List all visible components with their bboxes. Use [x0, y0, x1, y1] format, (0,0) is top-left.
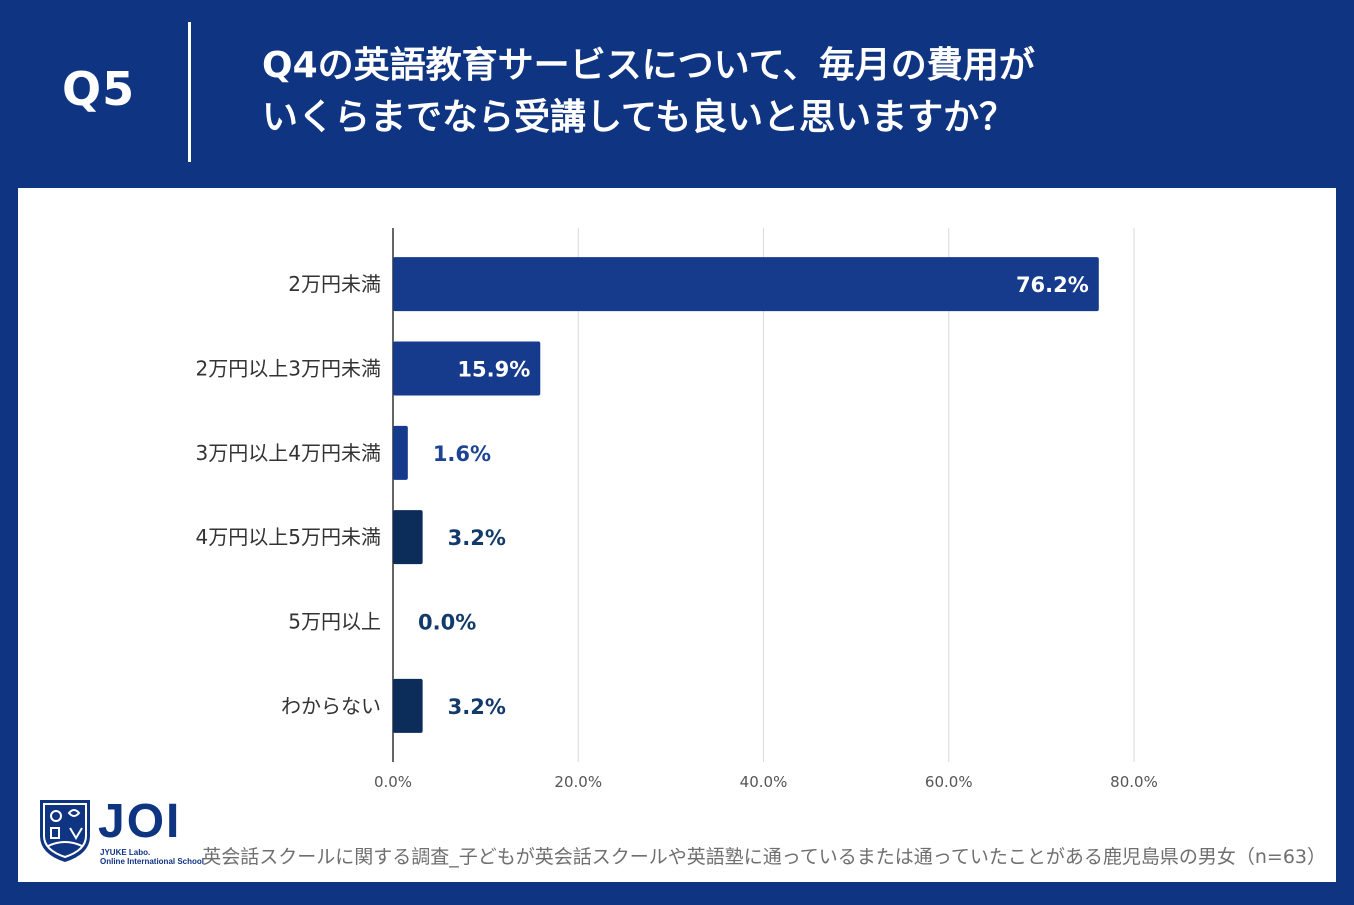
x-tick-label: 80.0% — [1110, 773, 1158, 791]
question-line-1: Q4の英語教育サービスについて、毎月の費用が — [262, 45, 1035, 86]
data-label: 3.2% — [448, 695, 506, 719]
bar-chart: 0.0% 20.0% 40.0% 60.0% 80.0% 2万円未満 76.2% 2万円以上3… — [196, 228, 1158, 791]
header-divider — [188, 22, 191, 162]
data-label: 15.9% — [457, 358, 530, 382]
bar — [393, 341, 541, 396]
x-tick-label: 20.0% — [554, 773, 602, 791]
bar — [393, 510, 423, 565]
category-label: わからない — [281, 694, 381, 718]
category-label: 2万円未満 — [288, 272, 381, 296]
bar — [393, 678, 423, 733]
x-tick-label: 40.0% — [740, 773, 788, 791]
logo-wordmark: JOI — [98, 795, 182, 848]
joi-logo: JOI JYUKE Labo. Online International Sch… — [36, 795, 226, 868]
data-label: 3.2% — [448, 526, 506, 550]
question-text: Q4の英語教育サービスについて、毎月の費用が いくらまでなら受講しても良いと思い… — [262, 40, 1322, 144]
chart-panel: 0.0% 20.0% 40.0% 60.0% 80.0% 2万円未満 76.2% 2万円以上3… — [18, 188, 1336, 882]
question-line-2: いくらまでなら受講しても良いと思いますか？ — [262, 97, 1016, 138]
header: Q5 Q4の英語教育サービスについて、毎月の費用が いくらまでなら受講しても良い… — [0, 0, 1354, 188]
question-number: Q5 — [62, 62, 136, 116]
logo-subtitle-2: Online International School — [100, 857, 205, 866]
data-label: 1.6% — [433, 442, 491, 466]
bar — [393, 425, 408, 480]
x-tick-label: 0.0% — [374, 773, 412, 791]
category-label: 5万円以上 — [288, 610, 381, 634]
category-label: 2万円以上3万円未満 — [196, 357, 381, 381]
logo-subtitle-1: JYUKE Labo. — [100, 848, 151, 857]
shield-icon — [40, 800, 90, 862]
x-tick-label: 60.0% — [925, 773, 973, 791]
category-label: 4万円以上5万円未満 — [196, 525, 381, 549]
survey-source: 英会話スクールに関する調査_子どもが英会話スクールや英語塾に通っているまたは通っ… — [202, 846, 1326, 868]
data-label: 0.0% — [418, 611, 476, 635]
data-label: 76.2% — [1016, 273, 1089, 297]
category-label: 3万円以上4万円未満 — [196, 441, 381, 465]
bar — [393, 257, 1099, 312]
